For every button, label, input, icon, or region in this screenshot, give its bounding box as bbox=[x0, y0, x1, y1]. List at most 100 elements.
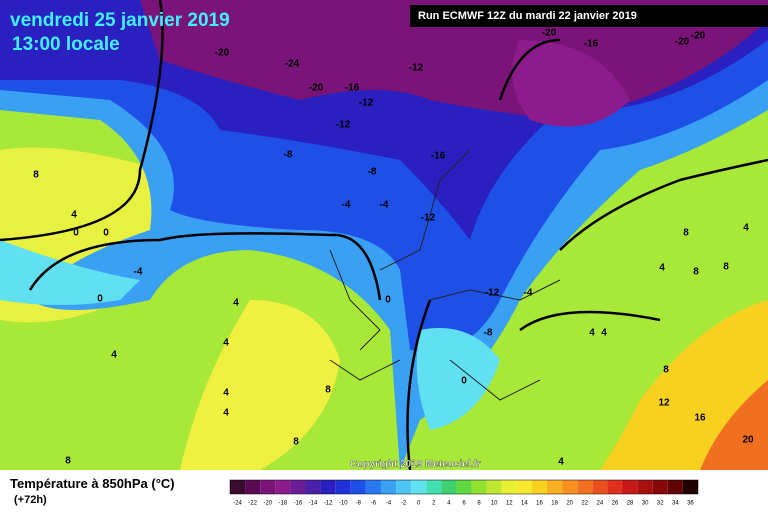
color-cell bbox=[547, 480, 563, 494]
color-cell bbox=[456, 480, 472, 494]
contour-label: -4 bbox=[524, 288, 533, 299]
color-cell bbox=[637, 480, 653, 494]
color-cell bbox=[426, 480, 442, 494]
color-cell bbox=[305, 480, 321, 494]
copyright: Copyright 2019 Meteociel.fr bbox=[350, 459, 481, 470]
color-cell bbox=[365, 480, 381, 494]
temperature-field bbox=[0, 0, 768, 471]
contour-label: 4 bbox=[223, 338, 229, 349]
colorbar-label: 20 bbox=[566, 501, 573, 507]
contour-label: -12 bbox=[485, 288, 500, 299]
contour-label: -20 bbox=[542, 28, 557, 39]
color-cell bbox=[562, 480, 578, 494]
colorbar-label: 24 bbox=[597, 501, 604, 507]
contour-label: 8 bbox=[683, 228, 689, 239]
contour-label: -20 bbox=[215, 48, 230, 59]
contour-label: 4 bbox=[589, 328, 595, 339]
contour-label: 4 bbox=[743, 223, 749, 234]
color-cell bbox=[230, 480, 246, 494]
color-cell bbox=[577, 480, 593, 494]
colorbar-label: -18 bbox=[279, 501, 288, 507]
colorbar-label: 28 bbox=[627, 501, 634, 507]
color-cell bbox=[380, 480, 397, 494]
colorbar-label: 4 bbox=[447, 501, 451, 507]
contour-label: 20 bbox=[742, 435, 754, 446]
colorbar-label: 26 bbox=[612, 501, 619, 507]
colorbar-label: -16 bbox=[294, 501, 303, 507]
contour-label: -4 bbox=[134, 267, 143, 278]
contour-label: 4 bbox=[111, 350, 117, 361]
legend-title: Température à 850hPa (°C) bbox=[10, 476, 175, 491]
color-cell bbox=[320, 480, 336, 494]
run-banner bbox=[410, 5, 768, 27]
contour-label: 0 bbox=[73, 228, 79, 239]
contour-label: -8 bbox=[484, 328, 493, 339]
color-cell bbox=[667, 480, 683, 494]
contour-label: 0 bbox=[103, 228, 109, 239]
contour-label: 0 bbox=[385, 295, 391, 306]
color-cell bbox=[260, 480, 276, 494]
contour-label: -20 bbox=[675, 37, 690, 48]
forecast-time: 13:00 locale bbox=[12, 34, 120, 55]
color-cell bbox=[486, 480, 502, 494]
color-cell bbox=[622, 480, 638, 494]
colorbar-label: 10 bbox=[491, 501, 498, 507]
contour-label: -20 bbox=[691, 31, 706, 42]
color-cell bbox=[531, 480, 548, 494]
contour-label: 4 bbox=[659, 263, 665, 274]
contour-label: 8 bbox=[693, 267, 699, 278]
contour-label: 8 bbox=[33, 170, 39, 181]
colorbar-label: -6 bbox=[371, 501, 377, 507]
colorbar-frame bbox=[229, 479, 699, 495]
colorbar-label: -2 bbox=[401, 501, 407, 507]
colorbar-label: 32 bbox=[657, 501, 664, 507]
colorbar-label: 18 bbox=[551, 501, 558, 507]
color-cell bbox=[607, 480, 623, 494]
colorbar-label: 22 bbox=[581, 501, 588, 507]
contour-label: 12 bbox=[658, 398, 670, 409]
colorbar-label: 12 bbox=[506, 501, 513, 507]
color-cell bbox=[411, 480, 427, 494]
colorbar-label: -14 bbox=[309, 501, 318, 507]
colorbar-label: 0 bbox=[417, 501, 421, 507]
colorbar-label: 14 bbox=[521, 501, 528, 507]
colorbar-label: -22 bbox=[248, 501, 257, 507]
forecast-date: vendredi 25 janvier 2019 bbox=[10, 10, 230, 31]
contour-label: -24 bbox=[285, 59, 300, 70]
colorbar-label: 34 bbox=[672, 501, 679, 507]
color-cell bbox=[501, 480, 517, 494]
color-cell bbox=[350, 480, 366, 494]
contour-label: 4 bbox=[71, 210, 77, 221]
colorbar-label: -12 bbox=[324, 501, 333, 507]
contour-label: -8 bbox=[284, 150, 293, 161]
colorbar-label: -4 bbox=[386, 501, 392, 507]
color-cell bbox=[290, 480, 306, 494]
colorbar-label: 2 bbox=[432, 501, 436, 507]
contour-label: 0 bbox=[461, 376, 467, 387]
color-cell bbox=[335, 480, 351, 494]
color-cell bbox=[275, 480, 291, 494]
contour-label: 8 bbox=[65, 456, 71, 467]
contour-label: -16 bbox=[584, 39, 599, 50]
colorbar-label: -24 bbox=[233, 501, 242, 507]
colorbar-label: 36 bbox=[687, 501, 694, 507]
contour-label: 8 bbox=[663, 365, 669, 376]
colorbar-label: 6 bbox=[462, 501, 466, 507]
color-cell bbox=[592, 480, 608, 494]
contour-label: 4 bbox=[223, 408, 229, 419]
color-cell bbox=[682, 480, 698, 494]
contour-label: -20 bbox=[309, 83, 324, 94]
contour-label: -12 bbox=[421, 213, 436, 224]
contour-label: 16 bbox=[694, 413, 706, 424]
colorbar-label: -20 bbox=[263, 501, 272, 507]
contour-label: 4 bbox=[223, 388, 229, 399]
run-info: Run ECMWF 12Z du mardi 22 janvier 2019 bbox=[418, 10, 637, 22]
contour-label: -16 bbox=[431, 151, 446, 162]
lead-time: (+72h) bbox=[14, 494, 47, 506]
contour-label: -12 bbox=[409, 63, 424, 74]
contour-label: -16 bbox=[345, 83, 360, 94]
color-cell bbox=[652, 480, 668, 494]
contour-label: -4 bbox=[380, 200, 389, 211]
contour-label: -8 bbox=[368, 167, 377, 178]
